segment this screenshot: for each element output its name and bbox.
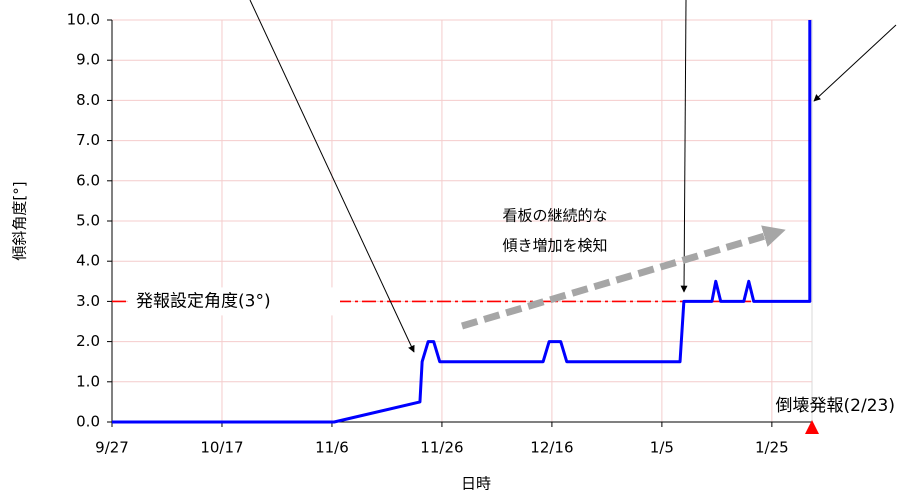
x-tick-label: 1/25 [755,439,789,457]
y-tick-label: 10.0 [67,11,100,29]
arrow [813,24,897,102]
trend-arrow [461,225,786,330]
x-tick-label: 12/16 [530,439,573,457]
threshold-label: 発報設定角度(3°) [136,291,271,311]
x-tick-label: 1/5 [650,439,674,457]
y-tick-label: 7.0 [76,131,100,149]
annotation: 倒壊発報(2/23) [776,396,895,416]
data-line [112,20,812,424]
y-tick-label: 5.0 [76,212,100,230]
y-tick-label: 2.0 [76,332,100,350]
threshold-label-bg [128,287,340,316]
y-tick-label: 4.0 [76,252,100,270]
y-axis-label: 傾斜角度[°] [11,181,29,260]
x-axis-label: 日時 [461,475,491,493]
x-tick-label: 10/17 [200,439,243,457]
x-tick-label: 11/6 [315,439,349,457]
y-tick-label: 6.0 [76,171,100,189]
arrow [249,0,415,353]
alert-marker [805,420,819,434]
x-tick-label: 11/26 [420,439,463,457]
annotation: 傾き増加を検知 [502,237,607,255]
y-tick-label: 3.0 [76,292,100,310]
y-tick-label: 1.0 [76,372,100,390]
y-tick-label: 9.0 [76,51,100,69]
y-tick-label: 0.0 [76,413,100,431]
x-tick-label: 9/27 [95,439,129,457]
arrow [680,0,688,293]
annotation: 看板の継続的な [502,207,607,225]
y-tick-label: 8.0 [76,91,100,109]
